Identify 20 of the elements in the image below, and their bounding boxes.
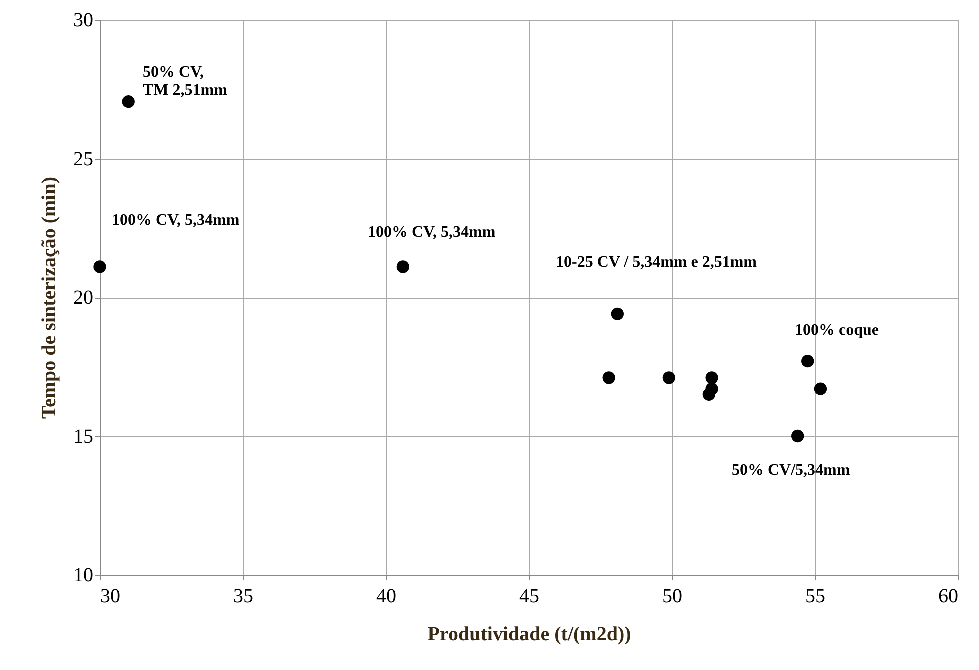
x-tick-label: 50 — [662, 586, 682, 608]
x-axis-title: Produtividade (t/(m2d)) — [428, 624, 632, 646]
x-tick-label: 45 — [520, 586, 540, 608]
annotation: 100% CV, 5,34mm — [368, 224, 496, 241]
y-tick-label: 20 — [74, 287, 94, 309]
annotation: 50% CV, TM 2,51mm — [143, 64, 228, 99]
x-tick-label: 30 — [100, 586, 120, 608]
x-tick-label: 55 — [806, 586, 826, 608]
annotation: 10-25 CV / 5,34mm e 2,51mm — [556, 254, 758, 271]
y-axis-title: Tempo de sinterização (min) — [38, 176, 60, 420]
x-tick-label: 40 — [376, 586, 396, 608]
y-tick-label: 10 — [74, 564, 94, 586]
y-tick-label: 30 — [74, 10, 94, 32]
y-tick-label: 25 — [74, 148, 94, 170]
annotation: 50% CV/5,34mm — [732, 462, 851, 479]
x-tick-label: 35 — [234, 586, 254, 608]
y-tick-label: 15 — [74, 426, 94, 448]
annotation: 100% CV, 5,34mm — [112, 212, 240, 229]
x-tick-label: 60 — [938, 586, 958, 608]
annotation: 100% coque — [795, 322, 879, 339]
